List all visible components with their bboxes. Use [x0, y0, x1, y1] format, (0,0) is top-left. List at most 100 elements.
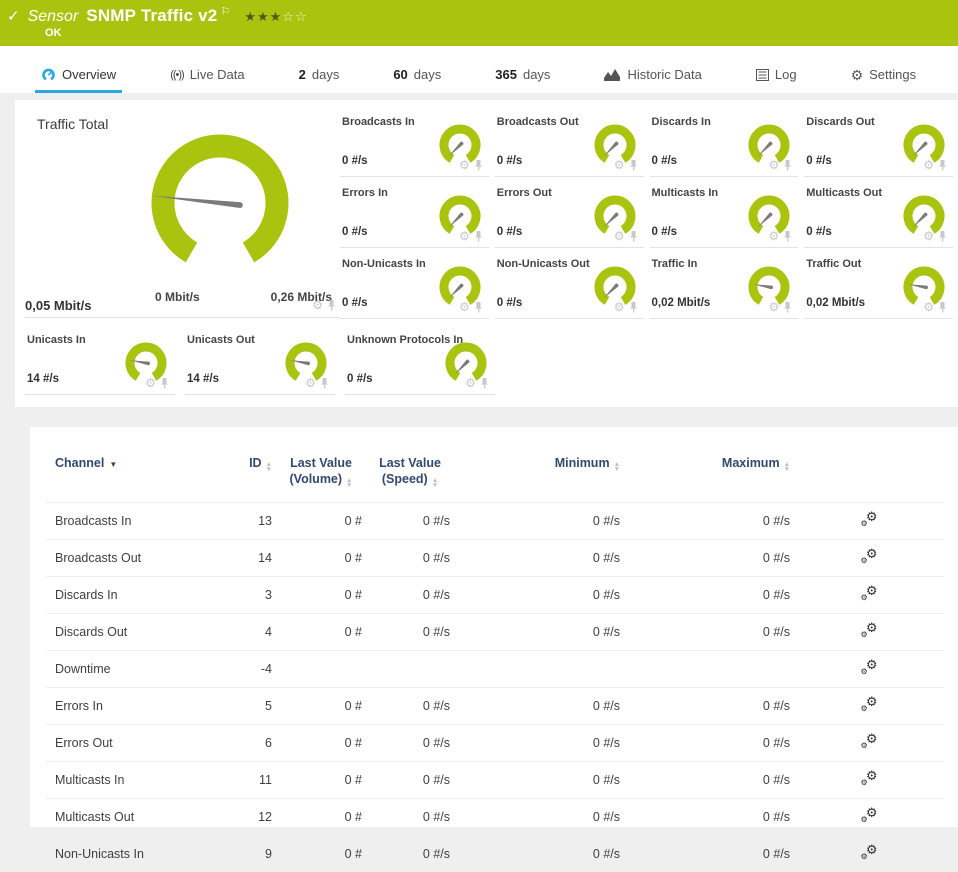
gauge-settings-icon[interactable]: [768, 156, 779, 174]
gauge-settings-icon[interactable]: [923, 156, 934, 174]
tab-label: days: [312, 67, 339, 82]
priority-stars[interactable]: ★★★☆☆: [244, 9, 307, 25]
gauge-title: Discards Out: [806, 116, 874, 128]
channel-settings-gears-icon[interactable]: [861, 771, 878, 786]
gauge-settings-icon[interactable]: [312, 296, 323, 314]
channel-settings-gears-icon[interactable]: [861, 660, 878, 675]
gauge-card[interactable]: Traffic In 0,02 Mbit/s: [650, 252, 799, 319]
gauge-pin-icon[interactable]: [327, 300, 336, 311]
gauge-card[interactable]: Unknown Protocols In 0 #/s: [345, 328, 495, 395]
gauge-settings-icon[interactable]: [923, 227, 934, 245]
gauge-pin-icon[interactable]: [160, 378, 169, 389]
gauge-card[interactable]: Non-Unicasts Out 0 #/s: [495, 252, 644, 319]
sort-icon[interactable]: ▲▼: [266, 462, 272, 472]
gauge-pin-icon[interactable]: [480, 378, 489, 389]
gauge-card[interactable]: Errors Out 0 #/s: [495, 181, 644, 248]
gauge-pin-icon[interactable]: [629, 231, 638, 242]
cell-actions: [794, 799, 944, 836]
table-row[interactable]: Non-Unicasts In 9 0 # 0 #/s 0 #/s 0 #/s: [46, 836, 944, 872]
channel-settings-gears-icon[interactable]: [861, 512, 878, 527]
tab-historic-data[interactable]: Historic Data: [598, 67, 707, 93]
gauge-card[interactable]: Multicasts In 0 #/s: [650, 181, 799, 248]
flag-icon[interactable]: ⚐: [220, 5, 230, 18]
channel-settings-gears-icon[interactable]: [861, 623, 878, 638]
table-row[interactable]: Multicasts In 11 0 # 0 #/s 0 #/s 0 #/s: [46, 762, 944, 799]
gauge-pin-icon[interactable]: [474, 231, 483, 242]
tab-log[interactable]: Log: [750, 67, 803, 93]
live-data-icon: ((•)): [170, 69, 184, 81]
gauge-pin-icon[interactable]: [474, 302, 483, 313]
gauge-card[interactable]: Unicasts Out 14 #/s: [185, 328, 335, 395]
table-row[interactable]: Broadcasts In 13 0 # 0 #/s 0 #/s 0 #/s: [46, 503, 944, 540]
gauge-settings-icon[interactable]: [614, 156, 625, 174]
gauge-pin-icon[interactable]: [938, 231, 947, 242]
tab-settings[interactable]: Settings: [845, 67, 923, 93]
table-row[interactable]: Downtime -4: [46, 651, 944, 688]
channel-settings-gears-icon[interactable]: [861, 697, 878, 712]
gauge-pin-icon[interactable]: [629, 160, 638, 171]
col-header-maximum[interactable]: Maximum▲▼: [624, 449, 794, 503]
sort-icon[interactable]: ▲▼: [346, 478, 352, 488]
gauge-settings-icon[interactable]: [305, 374, 316, 392]
col-header-channel[interactable]: Channel▼: [46, 449, 226, 503]
table-row[interactable]: Discards Out 4 0 # 0 #/s 0 #/s 0 #/s: [46, 614, 944, 651]
gauge-pin-icon[interactable]: [783, 160, 792, 171]
gauge-settings-icon[interactable]: [459, 298, 470, 316]
gauge-settings-icon[interactable]: [923, 298, 934, 316]
gauge-card[interactable]: Broadcasts Out 0 #/s: [495, 110, 644, 177]
gauge-pin-icon[interactable]: [938, 160, 947, 171]
cell-channel: Multicasts Out: [46, 799, 226, 836]
gauge-card[interactable]: Traffic Out 0,02 Mbit/s: [804, 252, 953, 319]
col-header-id[interactable]: ID▲▼: [226, 449, 276, 503]
gauge-card[interactable]: Unicasts In 14 #/s: [25, 328, 175, 395]
channel-settings-gears-icon[interactable]: [861, 845, 878, 860]
table-row[interactable]: Multicasts Out 12 0 # 0 #/s 0 #/s 0 #/s: [46, 799, 944, 836]
gauge-card[interactable]: Discards Out 0 #/s: [804, 110, 953, 177]
gauge-settings-icon[interactable]: [768, 227, 779, 245]
channel-settings-gears-icon[interactable]: [861, 586, 878, 601]
cell-last-value-volume: 0 #: [276, 688, 366, 725]
tab-overview[interactable]: Overview: [35, 67, 122, 93]
gauge-settings-icon[interactable]: [459, 227, 470, 245]
table-row[interactable]: Errors In 5 0 # 0 #/s 0 #/s 0 #/s: [46, 688, 944, 725]
gauge-settings-icon[interactable]: [614, 298, 625, 316]
col-header-last-value-volume[interactable]: Last Value(Volume)▲▼: [276, 449, 366, 503]
tab-60-days[interactable]: 60 days: [387, 67, 447, 93]
tab-2-days[interactable]: 2 days: [293, 67, 346, 93]
channel-settings-gears-icon[interactable]: [861, 549, 878, 564]
gauge-settings-icon[interactable]: [459, 156, 470, 174]
star-empty-icons[interactable]: ☆☆: [282, 9, 307, 24]
table-row[interactable]: Discards In 3 0 # 0 #/s 0 #/s 0 #/s: [46, 577, 944, 614]
gauge-settings-icon[interactable]: [614, 227, 625, 245]
traffic-total-card[interactable]: Traffic Total 0 Mbit/s 0,26 Mbit/s 0,05 …: [25, 110, 340, 318]
gauge-settings-icon[interactable]: [768, 298, 779, 316]
cell-channel: Discards In: [46, 577, 226, 614]
star-filled-icons[interactable]: ★★★: [244, 9, 282, 24]
gauge-pin-icon[interactable]: [474, 160, 483, 171]
gauge-pin-icon[interactable]: [938, 302, 947, 313]
tab-live-data[interactable]: ((•)) Live Data: [164, 67, 250, 93]
channel-settings-gears-icon[interactable]: [861, 734, 878, 749]
gauge-card[interactable]: Errors In 0 #/s: [340, 181, 489, 248]
table-row[interactable]: Broadcasts Out 14 0 # 0 #/s 0 #/s 0 #/s: [46, 540, 944, 577]
gauge-pin-icon[interactable]: [629, 302, 638, 313]
tab-365-days[interactable]: 365 days: [489, 67, 556, 93]
cell-last-value-volume: 0 #: [276, 614, 366, 651]
col-header-last-value-speed[interactable]: Last Value(Speed)▲▼: [366, 449, 454, 503]
sort-icon[interactable]: ▲▼: [432, 478, 438, 488]
gauge-pin-icon[interactable]: [783, 302, 792, 313]
sort-icon[interactable]: ▲▼: [784, 462, 790, 472]
channel-settings-gears-icon[interactable]: [861, 808, 878, 823]
gauge-pin-icon[interactable]: [320, 378, 329, 389]
table-row[interactable]: Errors Out 6 0 # 0 #/s 0 #/s 0 #/s: [46, 725, 944, 762]
gauge-pin-icon[interactable]: [783, 231, 792, 242]
sort-desc-icon[interactable]: ▼: [109, 460, 117, 469]
gauge-card[interactable]: Broadcasts In 0 #/s: [340, 110, 489, 177]
gauge-card[interactable]: Discards In 0 #/s: [650, 110, 799, 177]
gauge-settings-icon[interactable]: [145, 374, 156, 392]
col-header-minimum[interactable]: Minimum▲▼: [454, 449, 624, 503]
gauge-card[interactable]: Multicasts Out 0 #/s: [804, 181, 953, 248]
gauge-card[interactable]: Non-Unicasts In 0 #/s: [340, 252, 489, 319]
gauge-settings-icon[interactable]: [465, 374, 476, 392]
sort-icon[interactable]: ▲▼: [614, 462, 620, 472]
